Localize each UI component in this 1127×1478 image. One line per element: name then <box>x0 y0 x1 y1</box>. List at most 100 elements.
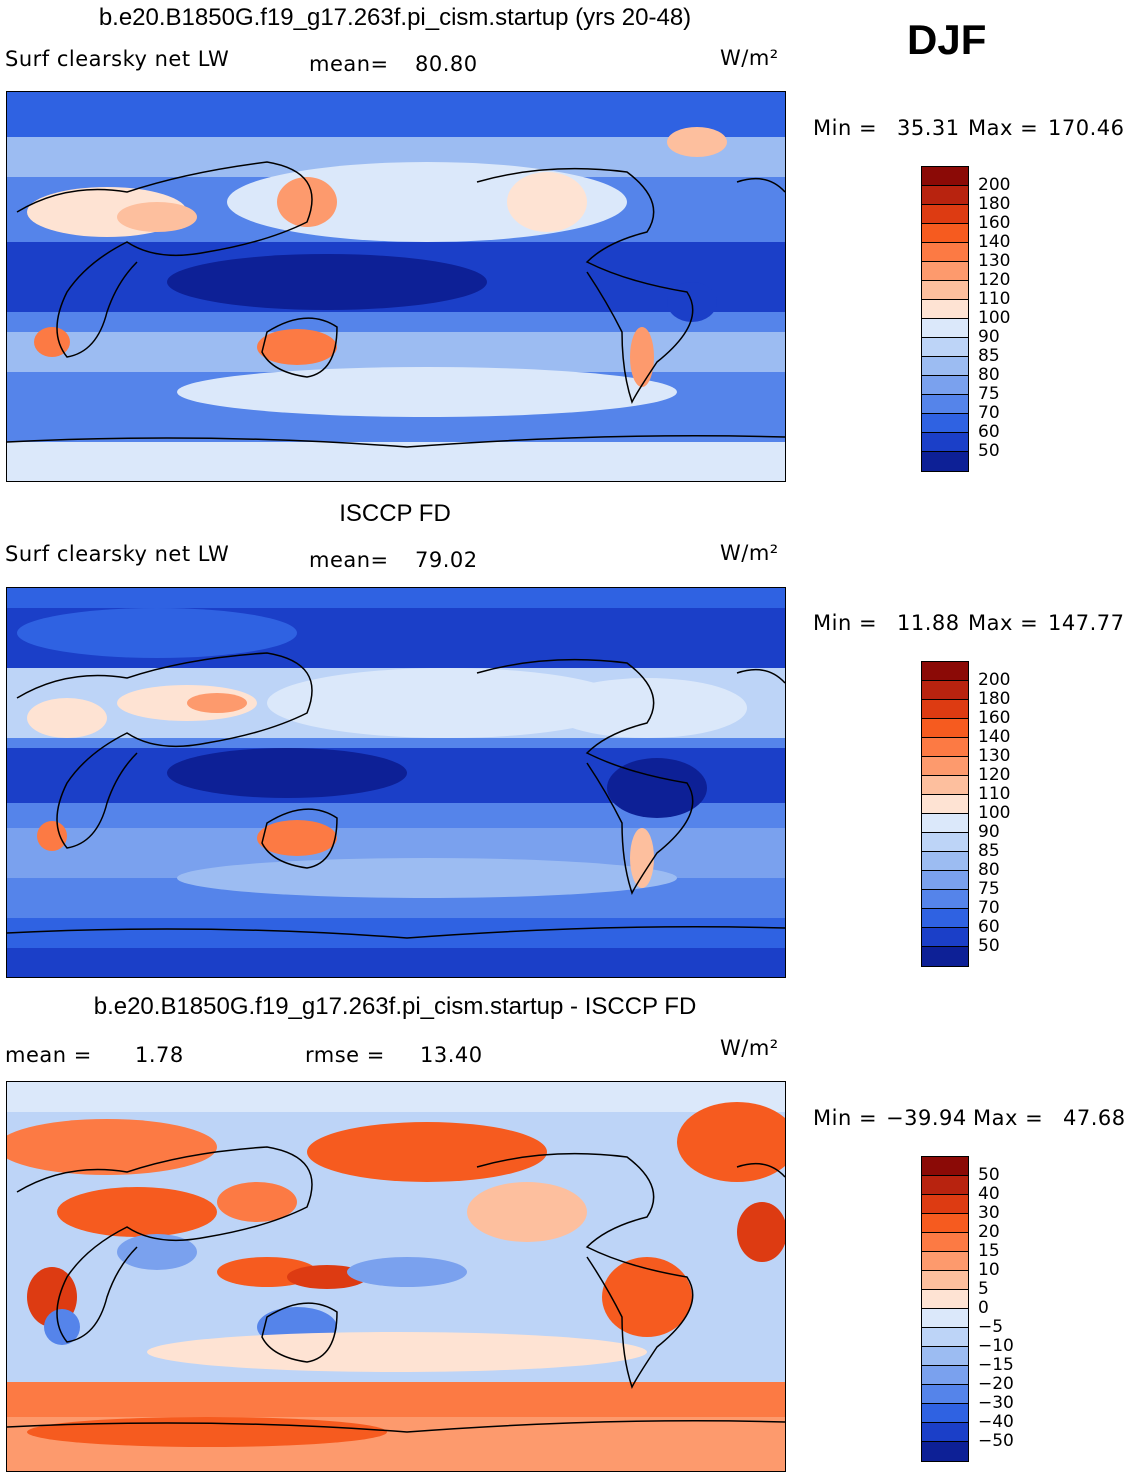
colorbar-swatch <box>922 376 968 395</box>
variable-label: Surf clearsky net LW <box>5 542 230 566</box>
colorbar-swatch <box>922 262 968 281</box>
units-label: W/m² <box>720 541 779 565</box>
max-label: Max = <box>968 611 1039 635</box>
colorbar-tick-label: 30 <box>978 1203 1000 1223</box>
colorbar-tick-label: 110 <box>978 784 1011 804</box>
colorbar-swatch <box>922 452 968 471</box>
colorbar-tick-label: 75 <box>978 879 1000 899</box>
colorbar-tick-label: 130 <box>978 746 1011 766</box>
colorbar-swatch <box>922 357 968 376</box>
colorbar-tick-label: 90 <box>978 822 1000 842</box>
colorbar-tick-label: 200 <box>978 670 1011 690</box>
colorbar-tick-label: 60 <box>978 917 1000 937</box>
colorbar-swatch <box>922 1442 968 1461</box>
mean-label: mean = <box>5 1043 92 1067</box>
colorbar-tick-label: 60 <box>978 422 1000 442</box>
colorbar-swatch <box>922 1252 968 1271</box>
colorbar-swatch <box>922 871 968 890</box>
colorbar <box>921 661 969 967</box>
colorbar-tick-label: 180 <box>978 689 1011 709</box>
colorbar <box>921 166 969 472</box>
colorbar-swatch <box>922 1366 968 1385</box>
colorbar-tick-label: 10 <box>978 1260 1000 1280</box>
colorbar-swatch <box>922 852 968 871</box>
colorbar-tick-label: 80 <box>978 860 1000 880</box>
max-label: Max = <box>973 1106 1044 1130</box>
colorbar-swatch <box>922 719 968 738</box>
colorbar-swatch <box>922 1347 968 1366</box>
colorbar-tick-label: −50 <box>978 1431 1014 1451</box>
colorbar-tick-label: 200 <box>978 175 1011 195</box>
colorbar-swatch <box>922 1214 968 1233</box>
colorbar-swatch <box>922 319 968 338</box>
max-label: Max = <box>968 116 1039 140</box>
panel-title: b.e20.B1850G.f19_g17.263f.pi_cism.startu… <box>98 4 692 31</box>
colorbar-swatch <box>922 186 968 205</box>
colorbar-swatch <box>922 338 968 357</box>
map-difference <box>6 1081 786 1472</box>
colorbar-swatch <box>922 1423 968 1442</box>
colorbar-tick-label: −20 <box>978 1374 1014 1394</box>
colorbar-swatch <box>922 414 968 433</box>
colorbar-swatch <box>922 814 968 833</box>
colorbar-tick-label: 90 <box>978 327 1000 347</box>
colorbar-swatch <box>922 909 968 928</box>
max-value: 47.68 <box>1063 1106 1126 1130</box>
season-label: DJF <box>907 16 987 63</box>
colorbar-swatch <box>922 776 968 795</box>
min-value: 35.31 <box>897 116 960 140</box>
colorbar-tick-label: 75 <box>978 384 1000 404</box>
colorbar-tick-label: 50 <box>978 936 1000 956</box>
colorbar-tick-label: 70 <box>978 898 1000 918</box>
colorbar-swatch <box>922 167 968 186</box>
rmse-value: 13.40 <box>420 1043 483 1067</box>
mean-label: mean= <box>309 52 389 76</box>
max-value: 147.77 <box>1048 611 1125 635</box>
panel-title: b.e20.B1850G.f19_g17.263f.pi_cism.startu… <box>93 993 697 1020</box>
colorbar-tick-label: 70 <box>978 403 1000 423</box>
colorbar-swatch <box>922 662 968 681</box>
colorbar-tick-label: 120 <box>978 270 1011 290</box>
colorbar-swatch <box>922 681 968 700</box>
colorbar-tick-label: 80 <box>978 365 1000 385</box>
colorbar-swatch <box>922 1385 968 1404</box>
colorbar-tick-label: 15 <box>978 1241 1000 1261</box>
colorbar-tick-label: −40 <box>978 1412 1014 1432</box>
colorbar-tick-label: 100 <box>978 308 1011 328</box>
colorbar-swatch <box>922 224 968 243</box>
colorbar-tick-label: 40 <box>978 1184 1000 1204</box>
colorbar-tick-label: 130 <box>978 251 1011 271</box>
min-label: Min = <box>813 1106 878 1130</box>
colorbar-swatch <box>922 395 968 414</box>
min-value: 11.88 <box>897 611 960 635</box>
map-observations <box>6 587 786 978</box>
colorbar-swatch <box>922 1309 968 1328</box>
colorbar-tick-label: 100 <box>978 803 1011 823</box>
map-model <box>6 91 786 482</box>
colorbar-tick-label: 160 <box>978 708 1011 728</box>
colorbar-tick-label: 140 <box>978 727 1011 747</box>
colorbar-tick-label: 5 <box>978 1279 989 1299</box>
min-label: Min = <box>813 116 878 140</box>
min-value: −39.94 <box>886 1106 967 1130</box>
colorbar-tick-label: 120 <box>978 765 1011 785</box>
colorbar-swatch <box>922 1271 968 1290</box>
colorbar-swatch <box>922 1233 968 1252</box>
colorbar-tick-label: 110 <box>978 289 1011 309</box>
colorbar-tick-label: 50 <box>978 1165 1000 1185</box>
colorbar-swatch <box>922 757 968 776</box>
colorbar-swatch <box>922 1404 968 1423</box>
variable-label: Surf clearsky net LW <box>5 47 230 71</box>
colorbar-tick-label: 160 <box>978 213 1011 233</box>
colorbar-swatch <box>922 795 968 814</box>
units-label: W/m² <box>720 46 779 70</box>
colorbar-swatch <box>922 890 968 909</box>
min-label: Min = <box>813 611 878 635</box>
colorbar-swatch <box>922 1176 968 1195</box>
colorbar-swatch <box>922 700 968 719</box>
colorbar-swatch <box>922 433 968 452</box>
colorbar-tick-label: 140 <box>978 232 1011 252</box>
mean-value: 80.80 <box>415 52 478 76</box>
colorbar-tick-label: −10 <box>978 1336 1014 1356</box>
colorbar-tick-label: 0 <box>978 1298 989 1318</box>
